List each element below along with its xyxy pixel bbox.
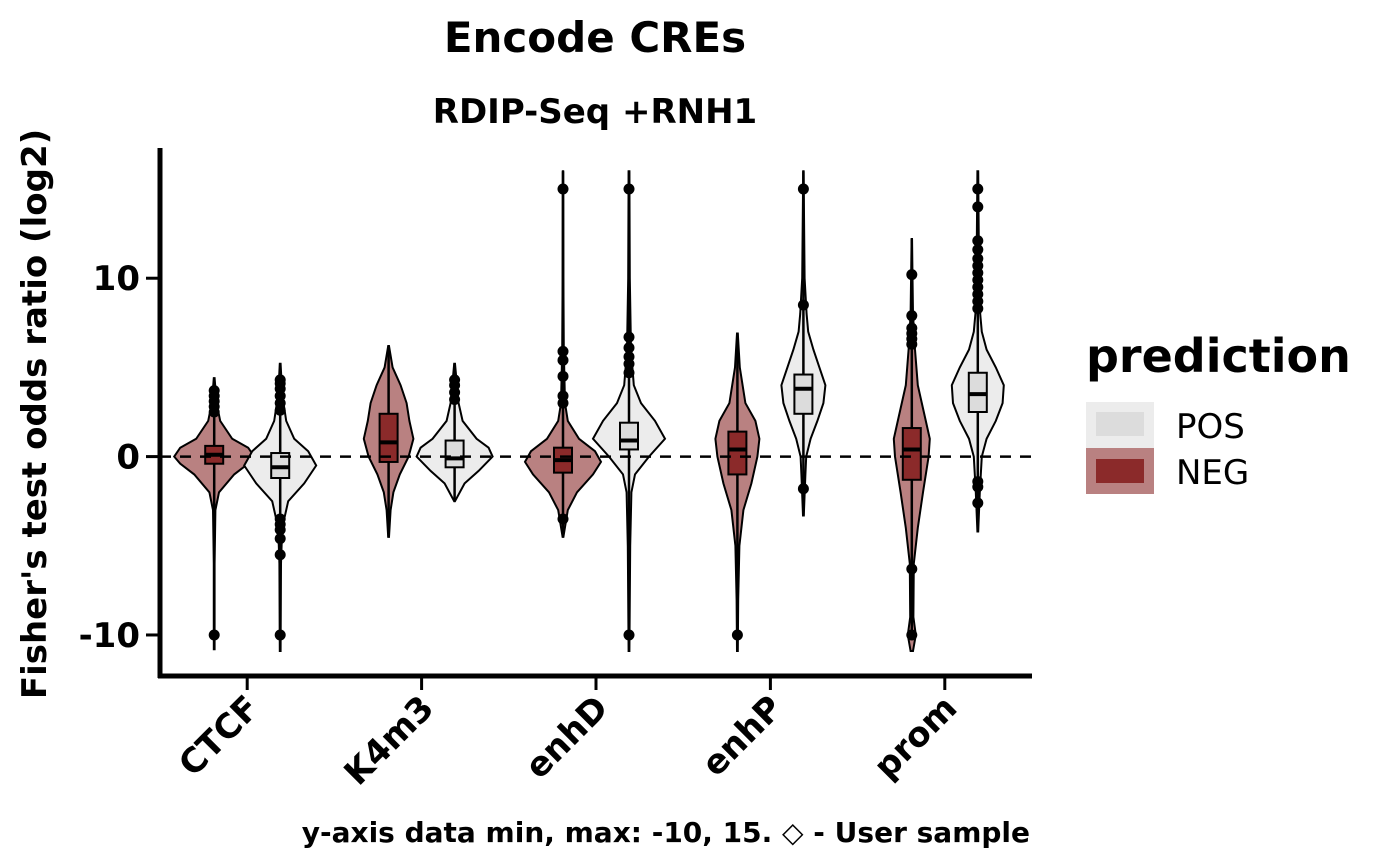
outlier-point (972, 201, 984, 213)
outlier-point (906, 310, 918, 322)
outlier-point (797, 183, 809, 195)
box-neg-prom (901, 427, 922, 481)
legend-key-pos-inner (1096, 412, 1144, 436)
outlier-point (972, 253, 984, 265)
y-tick-label: 0 (116, 438, 140, 478)
outlier-point (274, 374, 286, 386)
outlier-point (274, 549, 286, 561)
x-tick-label: enhP (694, 688, 790, 784)
x-tick-label: enhD (518, 688, 617, 787)
outlier-point (274, 513, 286, 525)
x-tick-label: prom (866, 688, 965, 787)
outlier-point (274, 533, 286, 545)
outlier-point (557, 183, 569, 195)
outlier-point (557, 390, 569, 402)
outlier-point (906, 563, 918, 575)
x-tick-label: K4m3 (337, 688, 442, 793)
outlier-point (906, 269, 918, 281)
outlier-point (972, 497, 984, 509)
outlier-point (208, 629, 220, 641)
outlier-point (906, 322, 918, 334)
legend-key-neg-inner (1096, 459, 1144, 483)
outlier-point (557, 370, 569, 382)
legend: prediction POS NEG (1086, 329, 1351, 494)
outlier-point (797, 483, 809, 495)
legend-label-neg: NEG (1176, 453, 1249, 493)
outlier-point (623, 629, 635, 641)
box-pos-enhd (619, 421, 639, 451)
outlier-point (623, 331, 635, 343)
y-axis-label: Fisher's test odds ratio (log2) (15, 129, 55, 699)
outlier-point (972, 244, 984, 256)
outlier-point (623, 342, 635, 354)
outlier-point (557, 345, 569, 357)
outlier-point (906, 629, 918, 641)
box-pos-k4m3 (444, 439, 465, 469)
outlier-point (557, 354, 569, 366)
outlier-point (731, 629, 743, 641)
box-neg-enhp (727, 430, 748, 476)
outlier-point (972, 235, 984, 247)
legend-label-pos: POS (1176, 407, 1245, 447)
box-neg-k4m3 (378, 412, 399, 463)
x-tick-label: CTCF (171, 688, 267, 784)
outlier-point (972, 476, 984, 488)
outlier-point (208, 385, 220, 397)
legend-title: prediction (1086, 329, 1351, 383)
outlier-point (449, 374, 461, 386)
plot-area (172, 170, 1005, 652)
outlier-point (274, 629, 286, 641)
outlier-point (623, 367, 635, 379)
chart-title: Encode CREs (444, 13, 746, 62)
chart-caption: y-axis data min, max: -10, 15. ◇ - User … (302, 816, 1030, 849)
y-tick-label: 10 (93, 259, 140, 299)
chart-subtitle: RDIP-Seq +RNH1 (433, 92, 757, 132)
outlier-point (623, 183, 635, 195)
outlier-point (623, 351, 635, 363)
y-tick-label: -10 (79, 616, 140, 656)
outlier-point (972, 183, 984, 195)
outlier-point (797, 299, 809, 311)
outlier-point (557, 513, 569, 525)
box-pos-enhp (793, 373, 814, 415)
